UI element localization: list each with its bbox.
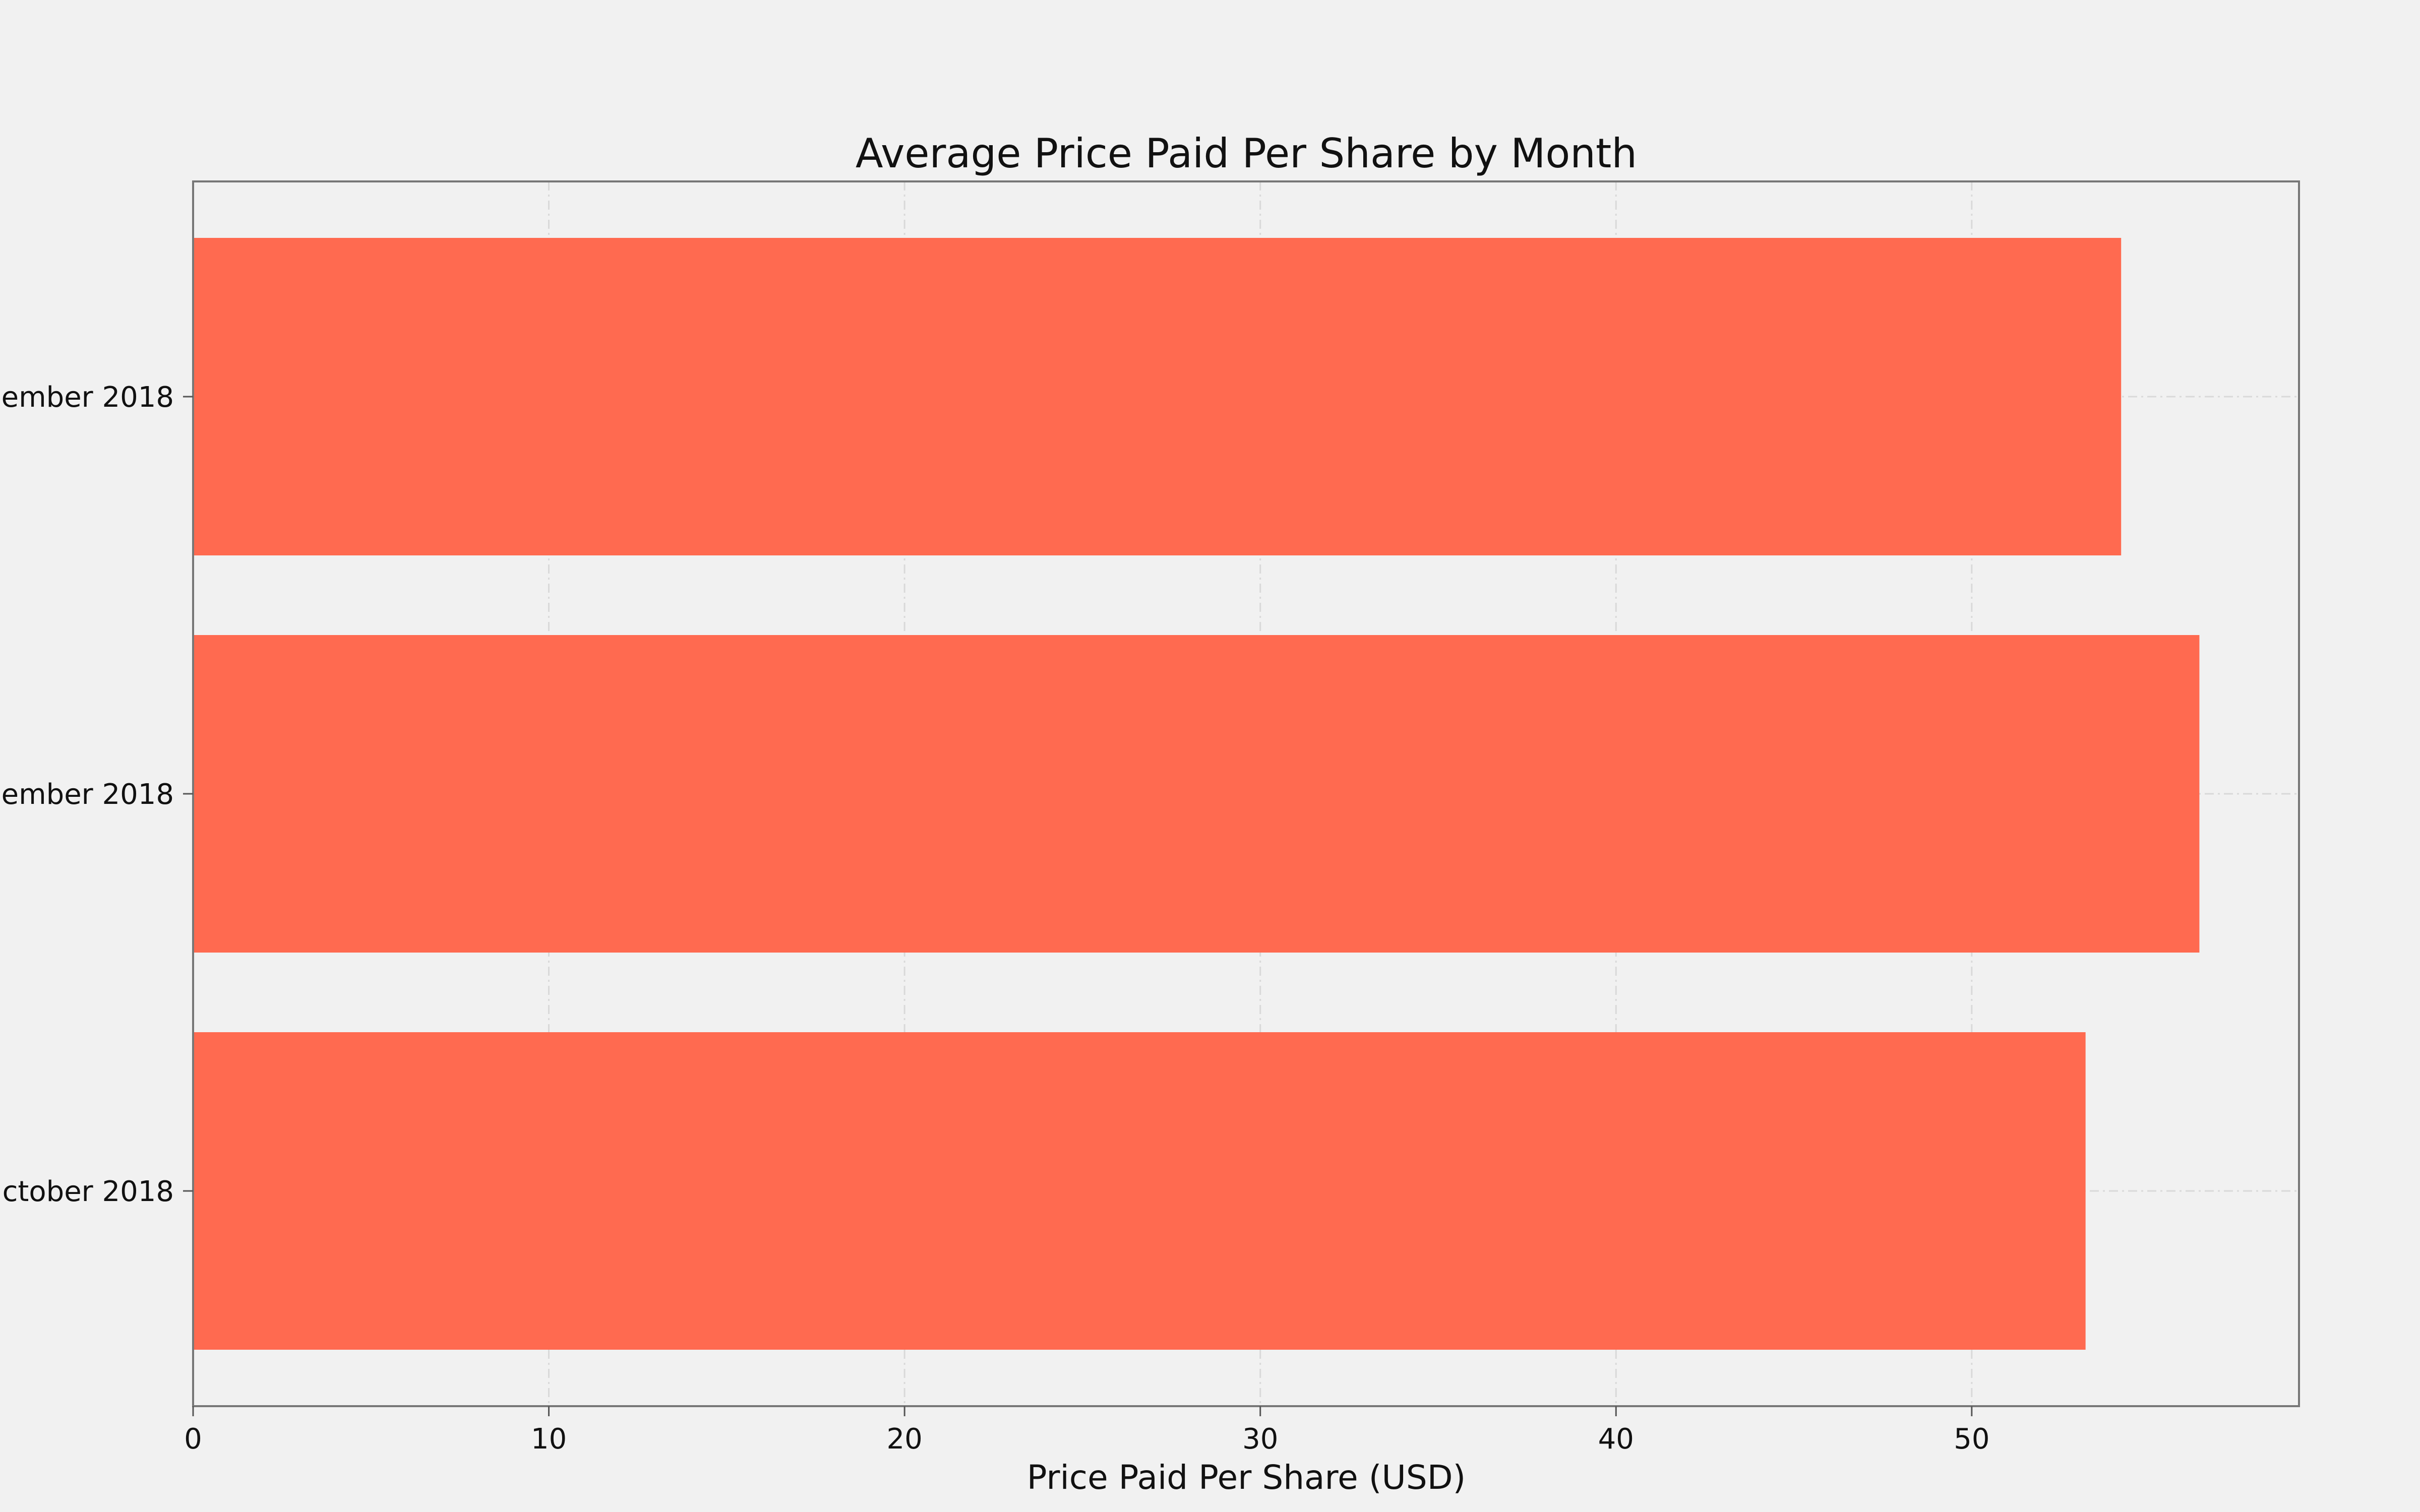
bar-1 bbox=[193, 635, 2200, 953]
x-tick-label-0: 0 bbox=[184, 1423, 202, 1456]
bar-0 bbox=[193, 238, 2122, 555]
x-tick-label-3: 30 bbox=[1242, 1423, 1278, 1456]
x-tick-label-4: 40 bbox=[1598, 1423, 1634, 1456]
x-tick-label-2: 20 bbox=[887, 1423, 923, 1456]
tick-layer: 0 10 20 30 40 50 ember 2018 ember 2018 ctober 20… bbox=[2, 381, 1990, 1456]
y-tick-label-0: ember 2018 bbox=[2, 381, 174, 414]
x-axis-label: Price Paid Per Share (USD) bbox=[1027, 1458, 1466, 1497]
y-tick-label-1: ember 2018 bbox=[2, 778, 174, 811]
x-tick-label-5: 50 bbox=[1954, 1423, 1989, 1456]
chart-title: Average Price Paid Per Share by Month bbox=[856, 130, 1637, 177]
bar-2 bbox=[193, 1032, 2086, 1350]
y-tick-label-2: ctober 2018 bbox=[3, 1175, 174, 1208]
x-tick-label-1: 10 bbox=[531, 1423, 567, 1456]
bar-layer bbox=[193, 238, 2200, 1350]
